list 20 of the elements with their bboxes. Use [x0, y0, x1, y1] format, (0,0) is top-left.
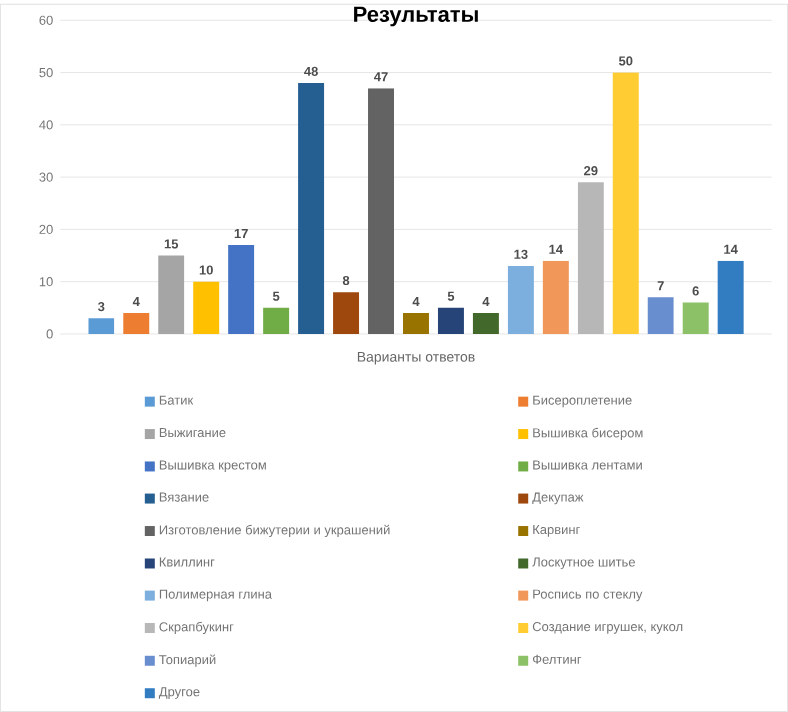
bar	[577, 182, 604, 334]
bar	[682, 302, 709, 334]
bar	[298, 83, 325, 334]
bar	[368, 88, 395, 334]
bar	[612, 72, 639, 334]
bar	[263, 307, 290, 334]
bar	[123, 313, 150, 334]
chart-title: Результаты	[354, 6, 478, 27]
bar	[717, 260, 744, 334]
bar	[402, 313, 429, 334]
bar	[472, 313, 499, 334]
bar	[542, 260, 569, 334]
bar	[647, 297, 674, 334]
bar	[437, 307, 464, 334]
bar	[507, 265, 534, 334]
bar	[158, 255, 185, 334]
bar	[193, 281, 220, 334]
bar	[88, 318, 115, 334]
bar	[333, 292, 360, 334]
bar	[228, 245, 255, 334]
